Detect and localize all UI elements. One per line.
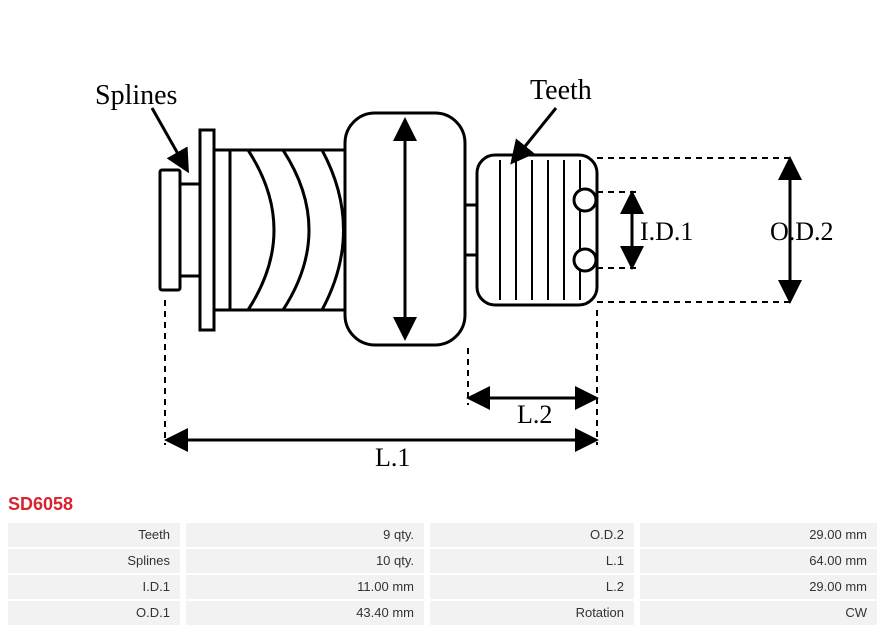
spec-val: 10 qty. [186, 549, 424, 573]
spec-val: 29.00 mm [640, 575, 877, 599]
part-code: SD6058 [0, 490, 889, 523]
spec-val: 11.00 mm [186, 575, 424, 599]
spec-val: 43.40 mm [186, 601, 424, 625]
spec-key: Teeth [8, 523, 180, 547]
spec-key: Rotation [430, 601, 634, 625]
diagram-area: Splines Teeth O.D.1 I.D.1 O.D.2 L.2 L.1 [0, 0, 889, 490]
spec-key: O.D.1 [8, 601, 180, 625]
spec-key: L.1 [430, 549, 634, 573]
spec-val: 29.00 mm [640, 523, 877, 547]
diagram-svg [0, 0, 889, 490]
spec-val: CW [640, 601, 877, 625]
spec-val: 64.00 mm [640, 549, 877, 573]
spec-val: 9 qty. [186, 523, 424, 547]
spec-key: I.D.1 [8, 575, 180, 599]
spec-table: Teeth 9 qty. O.D.2 29.00 mm Splines 10 q… [0, 523, 889, 629]
spec-key: L.2 [430, 575, 634, 599]
spec-key: Splines [8, 549, 180, 573]
spec-key: O.D.2 [430, 523, 634, 547]
